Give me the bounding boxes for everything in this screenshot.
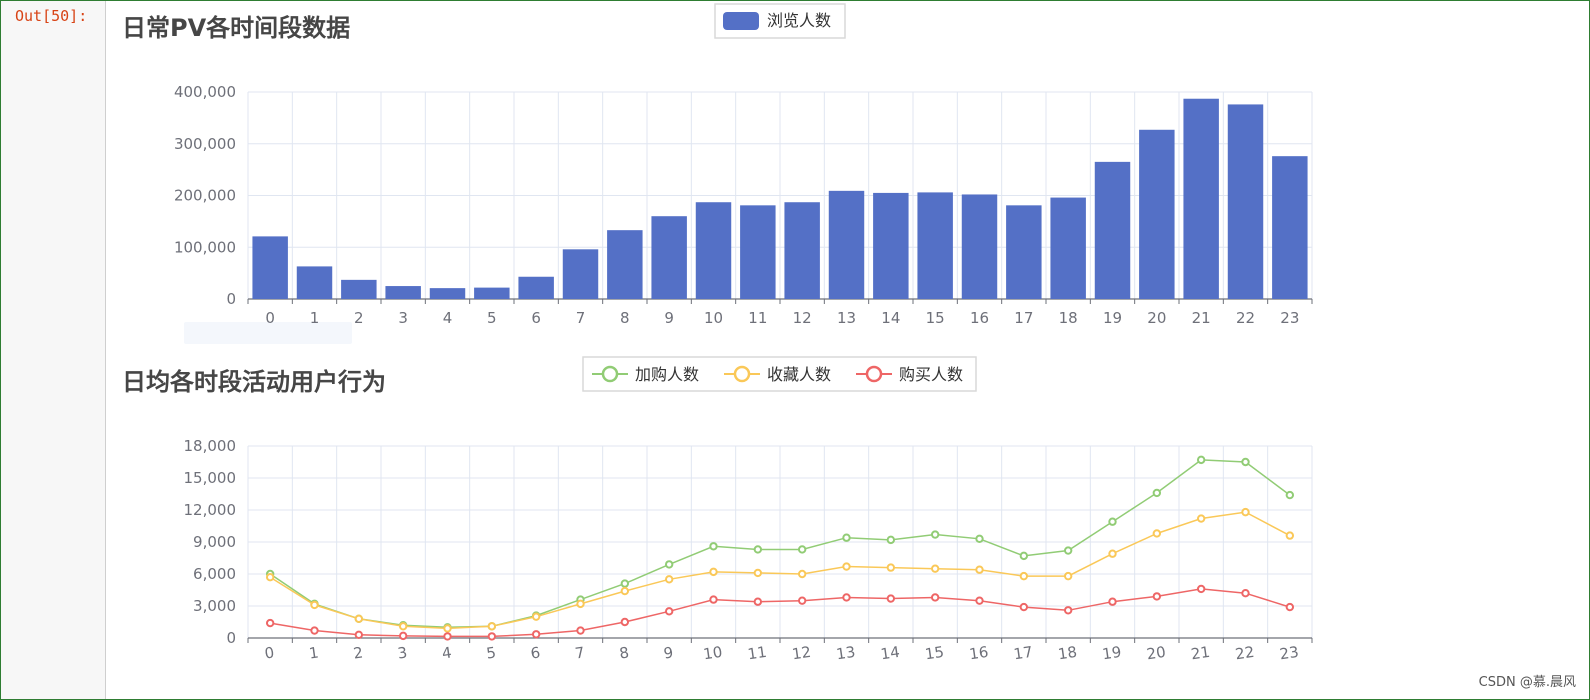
line-chart-title: 日均各时段活动用户行为 (122, 368, 386, 396)
output-area (106, 1, 1588, 699)
cell-gutter: Out[50]: (1, 1, 106, 699)
context-menu-ghost (184, 322, 352, 344)
bar-chart-title: 日常PV各时间段数据 (122, 14, 351, 42)
watermark: CSDN @慕.晨风 (1478, 675, 1576, 690)
output-prompt: Out[50]: (15, 7, 88, 25)
